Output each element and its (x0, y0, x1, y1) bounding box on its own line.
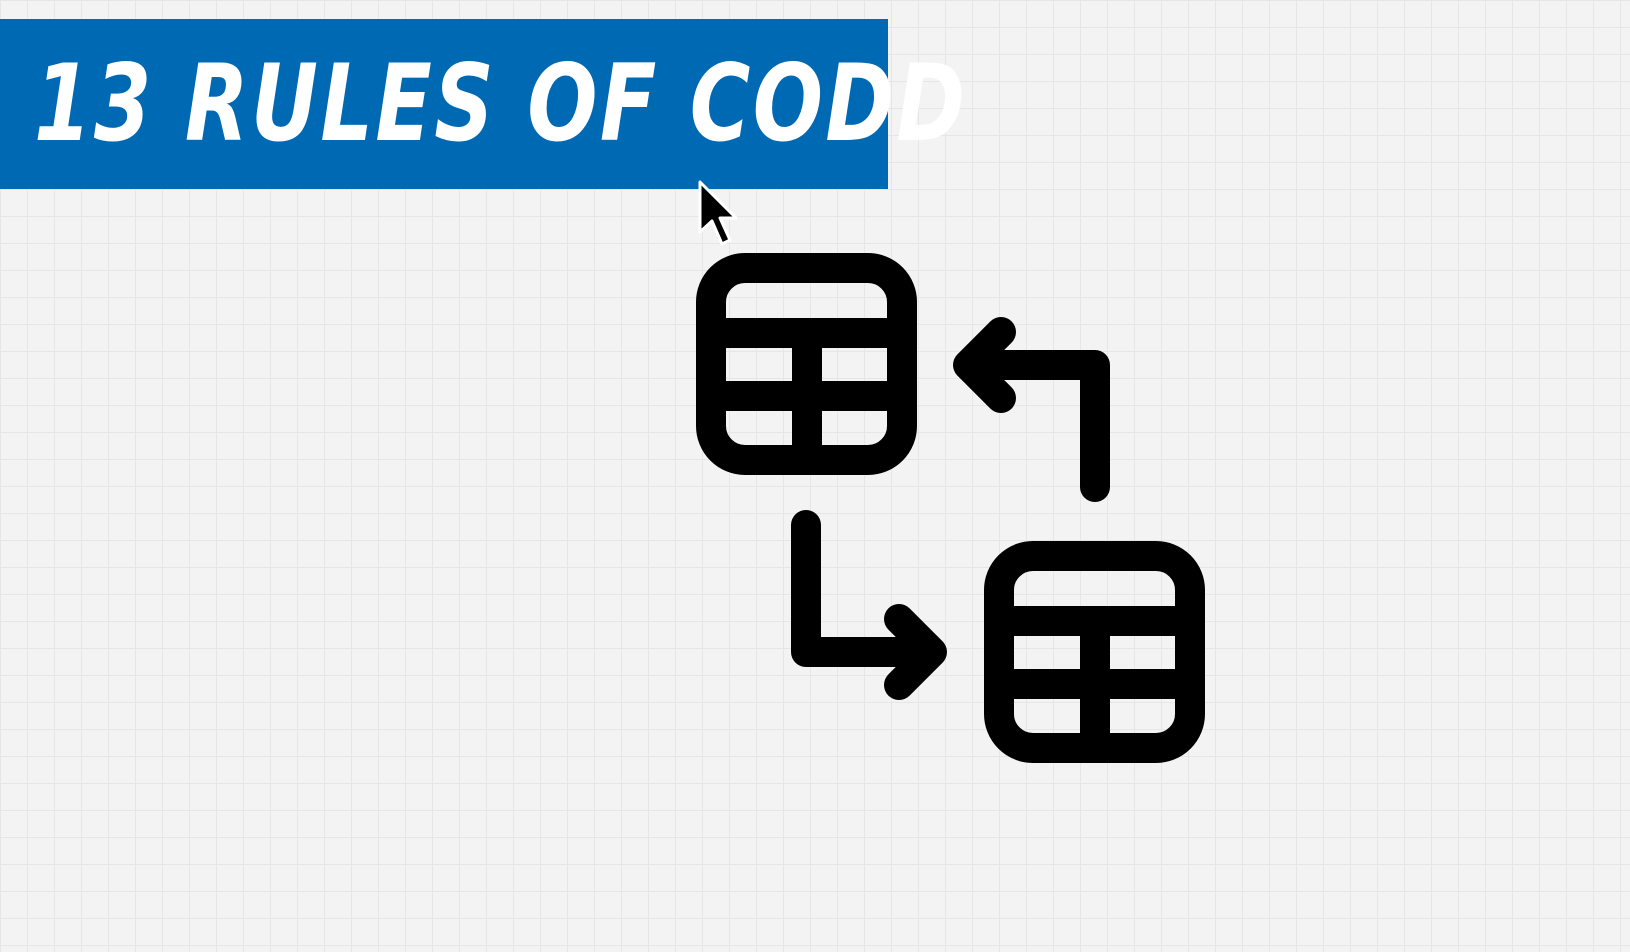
arrow-up-left-icon (953, 317, 1110, 502)
table-icon (984, 541, 1205, 763)
title-banner: 13 RULES OF CODD (0, 19, 965, 189)
page-title: 13 RULES OF CODD (34, 42, 968, 165)
mouse-pointer-icon (698, 180, 738, 246)
table-icon (696, 253, 917, 475)
arrow-down-right-icon (791, 510, 947, 700)
